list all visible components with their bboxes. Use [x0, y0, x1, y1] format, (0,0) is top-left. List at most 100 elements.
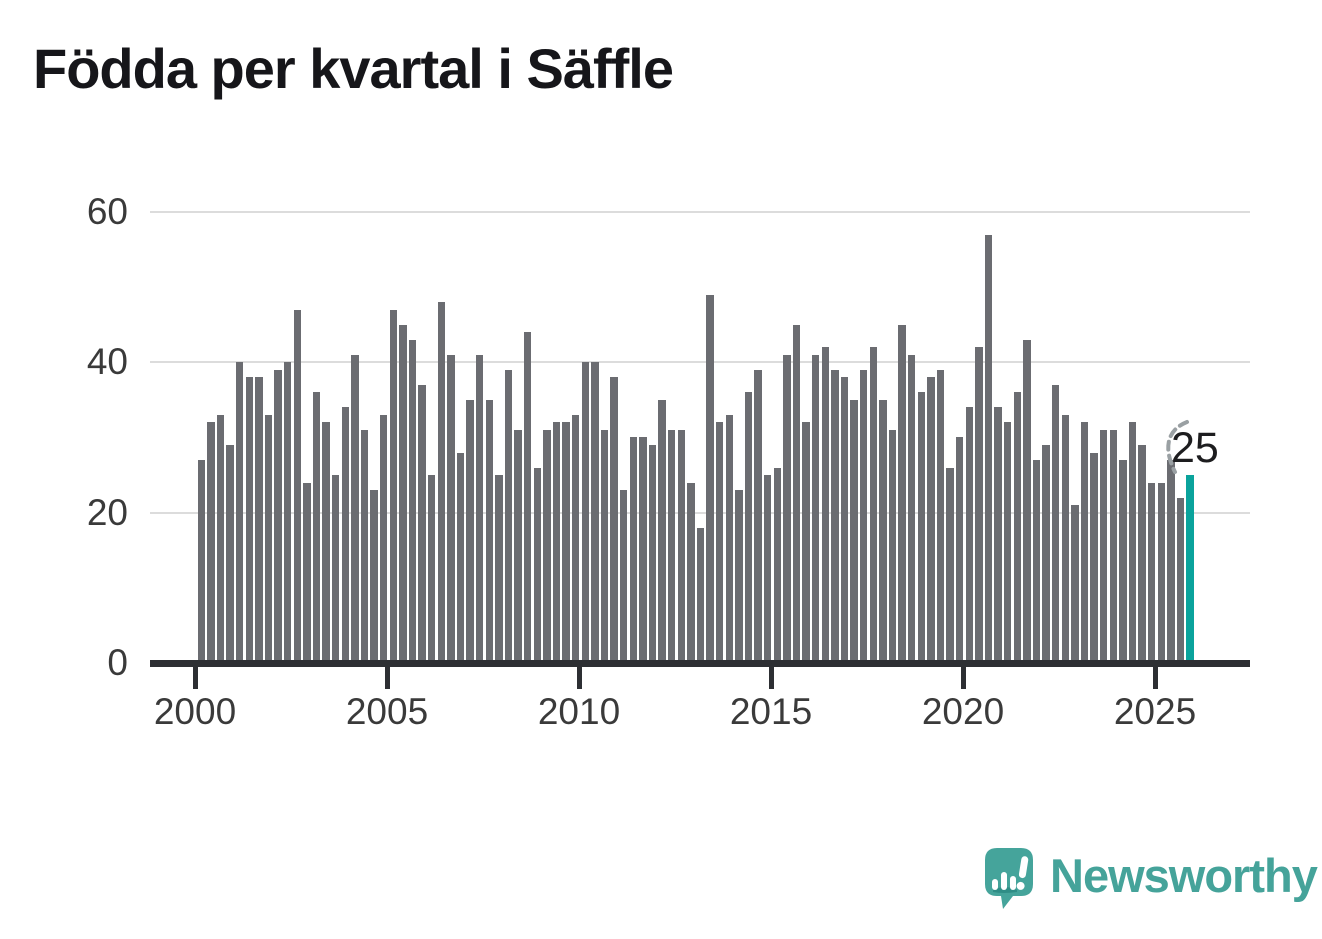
newsworthy-logo: Newsworthy [983, 846, 1318, 912]
bar [552, 422, 561, 663]
bar [763, 475, 772, 663]
bar [859, 370, 868, 663]
bar [1071, 505, 1079, 663]
bar [475, 355, 484, 663]
bar [658, 400, 666, 663]
bar [917, 392, 926, 663]
bar [1119, 460, 1127, 663]
bar [303, 483, 311, 663]
bar [1080, 422, 1089, 663]
bar [418, 385, 426, 663]
bar [255, 377, 263, 663]
bar [485, 400, 494, 663]
bar [389, 310, 398, 663]
bar [1157, 483, 1166, 663]
bar [504, 370, 513, 663]
bar [312, 392, 321, 663]
bar [907, 355, 916, 663]
bar [207, 422, 215, 663]
bar [1042, 445, 1050, 663]
y-gridline [150, 361, 1250, 364]
bar [1023, 340, 1031, 663]
x-axis-label: 2020 [921, 691, 1005, 732]
y-gridline [150, 511, 1250, 514]
bar [514, 430, 522, 663]
bar [408, 340, 417, 663]
bar [850, 400, 858, 663]
bar [1032, 460, 1041, 663]
bar [591, 362, 599, 663]
bar [226, 445, 234, 663]
x-tick-mark [961, 667, 966, 689]
bar [648, 445, 657, 663]
bar [427, 475, 436, 663]
bar [235, 362, 244, 663]
bar [322, 422, 330, 663]
bar [600, 430, 609, 663]
newsworthy-logo-icon [985, 848, 1033, 909]
bar [495, 475, 503, 663]
highlighted-bar [1186, 475, 1194, 663]
bar [811, 355, 820, 663]
bar [773, 468, 782, 663]
bar [735, 490, 743, 663]
bar [1099, 430, 1108, 663]
bar [543, 430, 551, 663]
bar [456, 453, 465, 663]
x-tick-mark [1153, 667, 1158, 689]
bar [994, 407, 1002, 663]
bar [1003, 422, 1012, 663]
bar [629, 437, 638, 663]
bar [792, 325, 801, 663]
bar [984, 235, 993, 663]
y-axis-label: 60 [86, 190, 128, 232]
bar [955, 437, 964, 663]
bar [706, 295, 714, 663]
bar [821, 347, 830, 663]
bar [975, 347, 983, 663]
y-axis-label: 20 [86, 491, 128, 533]
bar [687, 483, 695, 663]
bar [879, 400, 887, 663]
bar [283, 362, 292, 663]
bar [927, 377, 935, 663]
bar [1051, 385, 1060, 663]
y-axis-label: 40 [86, 341, 128, 383]
bar [1147, 483, 1156, 663]
bar [1128, 422, 1137, 663]
x-axis-label: 2015 [729, 691, 813, 732]
bar [610, 377, 618, 663]
bar [898, 325, 906, 663]
bar [523, 332, 532, 663]
bar [447, 355, 455, 663]
bar [379, 415, 388, 663]
y-axis-label: 0 [107, 642, 128, 683]
bar [1167, 460, 1175, 663]
annotation-label: 25 [1171, 424, 1219, 472]
x-tick-mark [577, 667, 582, 689]
bar [696, 528, 705, 663]
bar [1176, 498, 1185, 663]
newsworthy-logo-text: Newsworthy [1050, 849, 1318, 902]
annotation-arrow-icon [1166, 420, 1189, 474]
chart-title: Födda per kvartal i Säffle [33, 37, 674, 100]
bar [744, 392, 753, 663]
x-axis-label: 2005 [345, 691, 429, 732]
bar [293, 310, 302, 663]
bar [197, 460, 206, 663]
x-tick-mark [193, 667, 198, 689]
bar [562, 422, 570, 663]
bar [783, 355, 791, 663]
x-axis-label: 2010 [537, 691, 621, 732]
bar [264, 415, 273, 663]
x-tick-mark [385, 667, 390, 689]
y-gridline [150, 210, 1250, 213]
bar [831, 370, 839, 663]
bar [936, 370, 945, 663]
bar [619, 490, 628, 663]
bar [639, 437, 647, 663]
bar [245, 377, 254, 663]
bar [533, 468, 542, 663]
bar [667, 430, 676, 663]
